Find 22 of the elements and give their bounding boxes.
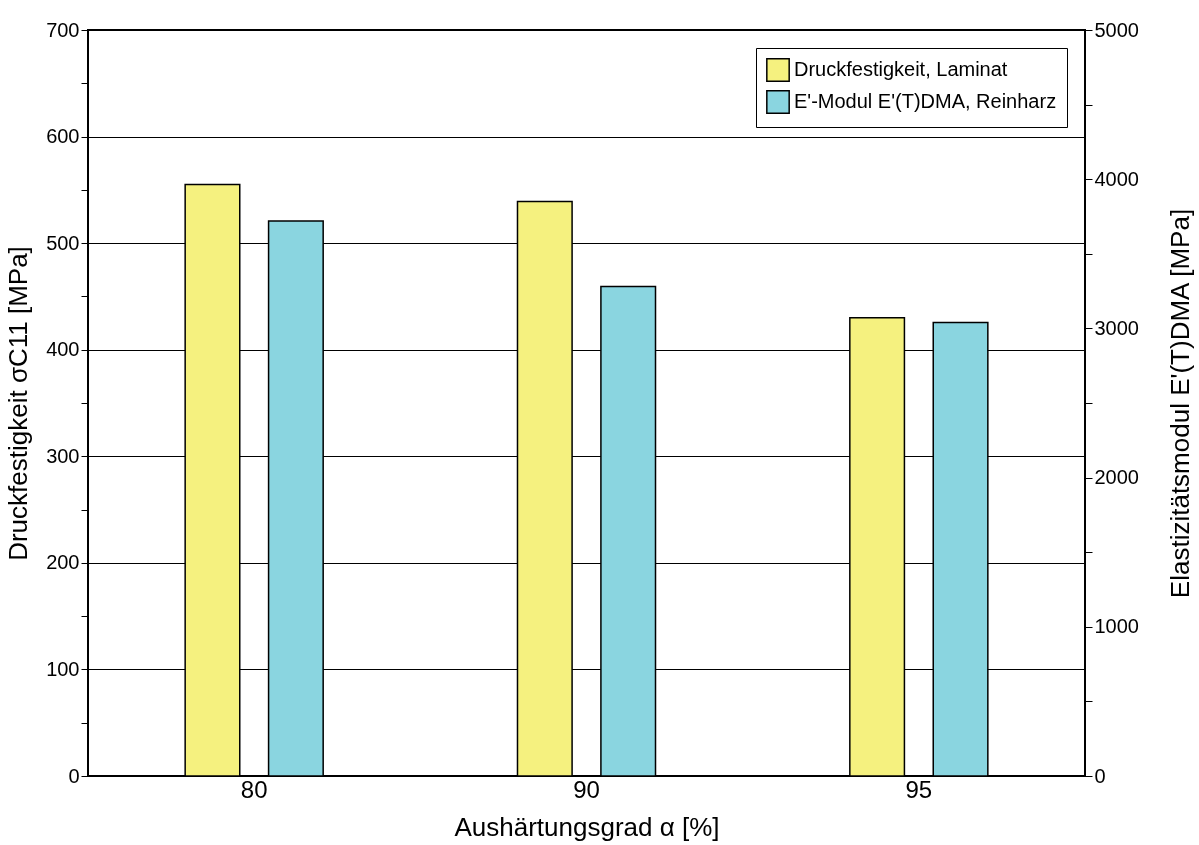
y-tick-label: 600 — [46, 125, 80, 148]
legend-label: E'-Modul E'(T)DMA, Reinharz — [794, 90, 1057, 112]
y-tick-label: 100 — [46, 657, 80, 680]
y-tick-label: 400 — [46, 338, 80, 361]
y2-axis-title: Elastizitätsmodul E'(T)DMA [MPa] — [1164, 208, 1195, 599]
y2-tick-label: 0 — [1094, 764, 1106, 787]
y-tick-label: 0 — [68, 764, 80, 787]
y-tick-label: 200 — [46, 551, 80, 574]
y-tick-label: 300 — [46, 444, 80, 467]
y2-tick-label: 4000 — [1094, 167, 1139, 190]
x-tick-label: 95 — [905, 775, 933, 803]
y2-tick-label: 2000 — [1094, 466, 1139, 489]
y2-tick-label: 3000 — [1094, 316, 1139, 339]
x-tick-label: 80 — [240, 775, 268, 803]
y-tick-label: 500 — [46, 231, 80, 254]
y2-tick-label: 5000 — [1094, 18, 1139, 41]
legend-label: Druckfestigkeit, Laminat — [794, 58, 1008, 80]
x-axis-title: Aushärtungsgrad α [%] — [454, 811, 720, 842]
y-axis-title: Druckfestigkeit σC11 [MPa] — [3, 246, 34, 561]
y2-tick-label: 1000 — [1094, 615, 1139, 638]
x-tick-label: 90 — [573, 775, 600, 803]
y-tick-label: 700 — [46, 18, 80, 41]
